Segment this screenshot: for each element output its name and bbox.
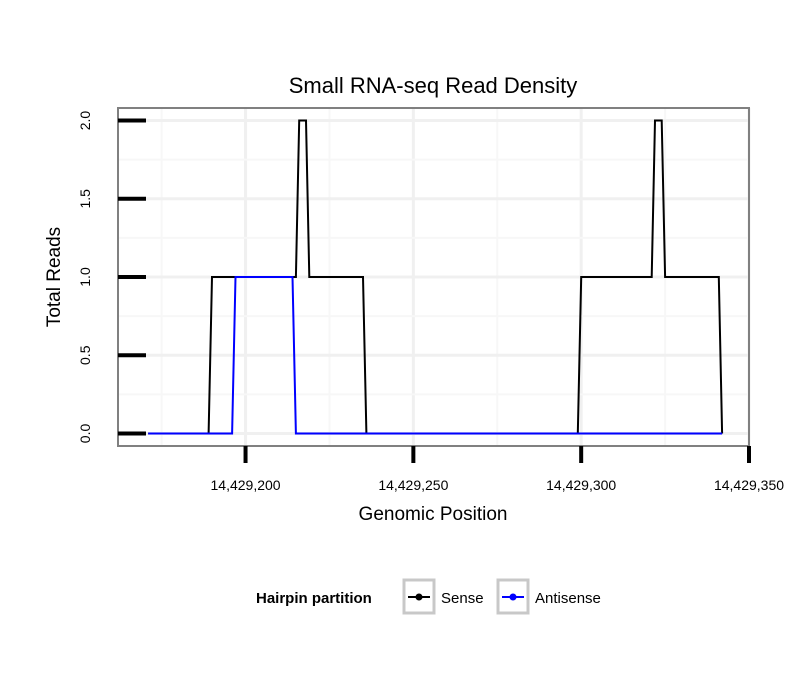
x-tick-label: 14,429,350 [714,477,784,493]
y-tick-label: 1.5 [77,189,93,209]
y-tick-label: 0.0 [77,424,93,444]
legend-label-antisense: Antisense [535,590,601,607]
legend-key-point [509,593,517,601]
y-axis-title: Total Reads [44,227,65,327]
y-tick-label: 2.0 [77,111,93,131]
legend: Hairpin partition Sense Antisense [256,578,601,615]
y-tick-label: 1.0 [77,267,93,287]
x-tick-label: 14,429,300 [546,477,616,493]
x-tick-label: 14,429,200 [211,477,281,493]
series-line-antisense [148,276,723,435]
x-axis-title: Genomic Position [359,504,508,525]
y-tick-label: 0.5 [77,345,93,365]
series-layer [148,119,724,435]
legend-key-point [415,593,423,601]
legend-label-sense: Sense [441,590,484,607]
legend-title: Hairpin partition [256,590,372,607]
chart-title: Small RNA-seq Read Density [289,73,578,98]
axis-ticks: 14,429,200 14,429,250 14,429,300 14,429,350… [77,111,784,493]
x-tick-label: 14,429,250 [378,477,448,493]
